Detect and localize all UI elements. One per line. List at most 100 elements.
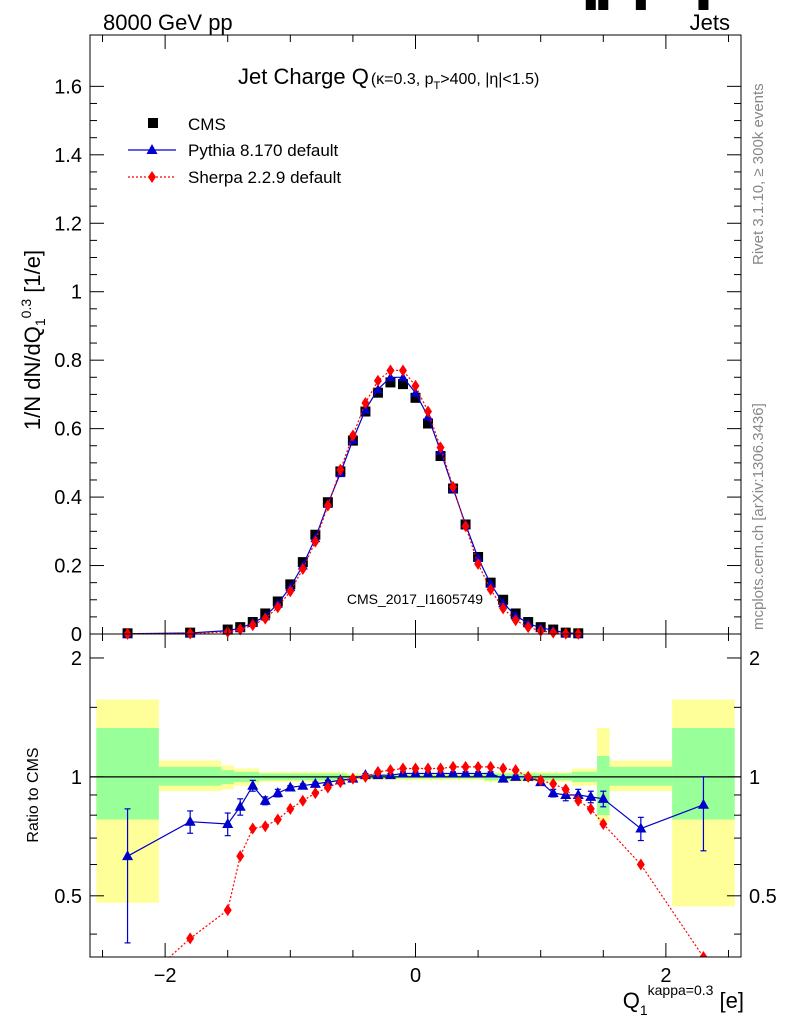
main-title: Jet Charge Q (κ=0.3, pT>400, |η|<1.5): [238, 64, 539, 92]
sherpa-point: [323, 499, 332, 512]
sherpa-ratio-point: [386, 764, 395, 777]
sherpa-ratio-point: [536, 774, 545, 787]
sherpa-ratio-point: [424, 762, 433, 775]
main-y-tick-label: 1: [71, 282, 82, 304]
sherpa-ratio-point: [261, 820, 270, 833]
x-axis-label: Q1kappa=0.3 [e]: [623, 982, 744, 1018]
sherpa-ratio-point: [348, 772, 357, 785]
sherpa-ratio-point: [586, 802, 595, 815]
sherpa-ratio-point: [373, 765, 382, 778]
sherpa-ratio-point: [511, 764, 520, 777]
cms-point: [397, 379, 408, 390]
ratio-frame: [89, 633, 742, 958]
sherpa-ratio-point: [223, 904, 232, 917]
main-y-tick-label: 0.6: [54, 419, 82, 441]
legend-marker-cms: [148, 118, 158, 128]
legend-label-sherpa: Sherpa 2.2.9 default: [188, 168, 341, 187]
sherpa-point: [186, 627, 195, 640]
pythia-ratio-point: [635, 822, 647, 833]
ratio-y-tick-label-right: 2: [749, 648, 760, 670]
pythia-ratio-point: [697, 798, 709, 809]
main-y-tick-label: 0.2: [54, 556, 82, 578]
legend-item-sherpa: Sherpa 2.2.9 default: [128, 168, 341, 187]
sherpa-ratio-point: [486, 760, 495, 773]
cms-point: [410, 392, 421, 403]
x-tick-label: −2: [154, 965, 177, 987]
legend: CMS Pythia 8.170 default Sherpa 2.2.9 de…: [128, 115, 341, 187]
x-tick-label: 2: [660, 965, 671, 987]
sherpa-point: [373, 374, 382, 387]
pythia-point: [397, 372, 408, 382]
pythia-point: [485, 578, 496, 588]
sherpa-point: [298, 562, 307, 575]
cms-point: [423, 418, 434, 429]
legend-marker-sherpa: [148, 171, 156, 183]
sherpa-point: [398, 364, 407, 377]
sherpa-point: [499, 602, 508, 615]
main-y-tick-label: 1.6: [54, 76, 82, 98]
legend-label-pythia: Pythia 8.170 default: [188, 141, 339, 160]
legend-label-cms: CMS: [188, 115, 226, 134]
main-watermark: CMS_2017_I1605749: [347, 591, 483, 607]
sherpa-point: [524, 621, 533, 634]
sherpa-ratio-point: [499, 762, 508, 775]
sherpa-ratio-point: [449, 760, 458, 773]
cms-point: [598, 0, 609, 10]
sherpa-ratio-point: [524, 770, 533, 783]
cms-point: [435, 451, 446, 462]
cms-point: [698, 0, 709, 10]
sherpa-ratio-point: [474, 760, 483, 773]
pythia-ratio-point: [122, 850, 134, 861]
sherpa-ratio-point: [248, 822, 257, 835]
energy-label: 8000 GeV pp: [103, 10, 233, 35]
ratio-y-tick-label-right: 1: [749, 767, 760, 789]
sherpa-point: [386, 364, 395, 377]
legend-item-cms: CMS: [148, 115, 226, 134]
main-y-tick-label: 0.4: [54, 487, 82, 509]
y-axis-label-ratio: Ratio to CMS: [25, 747, 42, 842]
sherpa-point: [411, 379, 420, 392]
sherpa-ratio-point: [699, 951, 708, 957]
sherpa-ratio-point: [599, 817, 608, 830]
legend-item-pythia: Pythia 8.170 default: [128, 141, 339, 160]
pythia-ratio-point: [322, 776, 334, 787]
x-tick-label: 0: [410, 965, 421, 987]
sherpa-point: [486, 583, 495, 596]
pythia-ratio-point: [284, 781, 296, 792]
pythia-ratio-point: [547, 787, 559, 798]
main-y-tick-label: 1.4: [54, 145, 82, 167]
ratio-y-tick-label: 0.5: [54, 886, 82, 908]
cms-point: [635, 0, 646, 10]
sherpa-ratio-point: [436, 762, 445, 775]
rivet-label: Rivet 3.1.10, ≥ 300k events: [750, 83, 767, 265]
sherpa-ratio-point: [311, 787, 320, 800]
sherpa-point: [236, 623, 245, 636]
pythia-ratio-point: [184, 815, 196, 826]
main-y-tick-label: 1.2: [54, 213, 82, 235]
mcplots-label: mcplots.cern.ch [arXiv:1306.3436]: [750, 403, 767, 630]
sherpa-point: [474, 557, 483, 570]
cms-point: [385, 377, 396, 388]
legend-marker-pythia: [146, 144, 158, 154]
ratio-y-tick-label: 1: [71, 767, 82, 789]
sherpa-ratio-point: [273, 813, 282, 826]
sherpa-ratio-point: [411, 762, 420, 775]
sherpa-ratio-point: [298, 794, 307, 807]
sherpa-ratio-point: [236, 850, 245, 863]
sherpa-point: [511, 614, 520, 627]
sherpa-point: [449, 480, 458, 493]
sherpa-ratio-point: [398, 762, 407, 775]
pythia-ratio-point: [247, 779, 259, 790]
pythia-point: [410, 387, 421, 397]
ratio-y-tick-label-right: 0.5: [749, 886, 777, 908]
main-y-tick-label: 0.8: [54, 350, 82, 372]
cms-point: [585, 0, 596, 10]
stat-uncertainty-band: [96, 727, 159, 820]
sherpa-ratio-point: [186, 932, 195, 945]
pythia-point: [360, 404, 371, 414]
sherpa-ratio-point: [549, 777, 558, 790]
sherpa-point: [311, 535, 320, 548]
sherpa-point: [273, 601, 282, 614]
ratio-series-group: [122, 760, 709, 957]
